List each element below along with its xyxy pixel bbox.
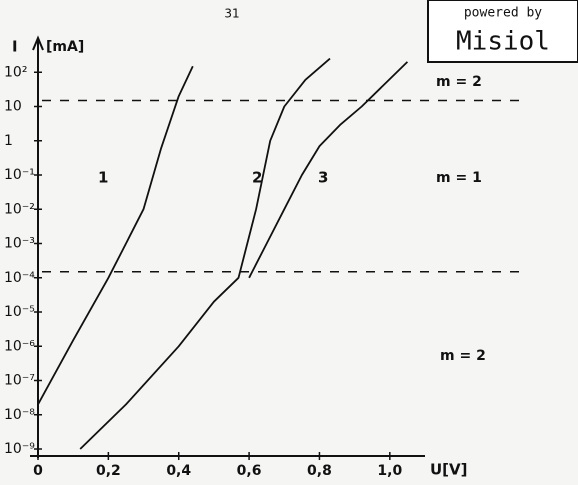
y-tick-label: 10⁻³	[4, 236, 35, 252]
y-tick-label: 10⁻⁹	[4, 441, 35, 457]
y-tick-label: 10⁻⁵	[4, 304, 35, 320]
y-unit: [mA]	[46, 39, 84, 55]
y-tick-label: 10⁻⁷	[4, 373, 35, 389]
curve	[37, 65, 194, 405]
y-arrow	[32, 35, 44, 51]
curve	[79, 57, 331, 450]
y-tick-label: 10⁻⁶	[4, 338, 35, 354]
x-label: U[V]	[430, 461, 468, 479]
x-tick-label: 0	[33, 463, 43, 479]
y-tick-label: 10	[4, 99, 22, 115]
x-tick-label: 1,0	[377, 463, 402, 479]
curve-label: 1	[98, 169, 108, 187]
x-tick-label: 0,4	[166, 463, 191, 479]
y-tick-label: 10⁻⁸	[4, 407, 35, 423]
badge-line1: powered by	[464, 6, 542, 21]
x-tick-label: 0,6	[237, 463, 262, 479]
curve-label: 2	[252, 169, 262, 187]
x-tick-label: 0,8	[307, 463, 332, 479]
curve	[248, 61, 409, 279]
badge-line2: Misiol	[456, 27, 550, 57]
y-tick-label: 10⁻¹	[4, 167, 35, 183]
y-label: I	[12, 38, 18, 56]
badge-box	[427, 0, 578, 63]
annotation: m = 2	[440, 348, 486, 364]
y-tick-label: 1	[4, 133, 13, 149]
y-tick-label: 10⁻²	[4, 201, 35, 217]
y-tick-label: 10²	[4, 64, 27, 80]
annotation: m = 1	[436, 170, 482, 186]
y-tick-label: 10⁻⁴	[4, 270, 35, 286]
x-tick-label: 0,2	[96, 463, 121, 479]
curve-label: 3	[318, 169, 328, 187]
page-number: 31	[224, 7, 239, 21]
annotation: m = 2	[436, 74, 482, 90]
